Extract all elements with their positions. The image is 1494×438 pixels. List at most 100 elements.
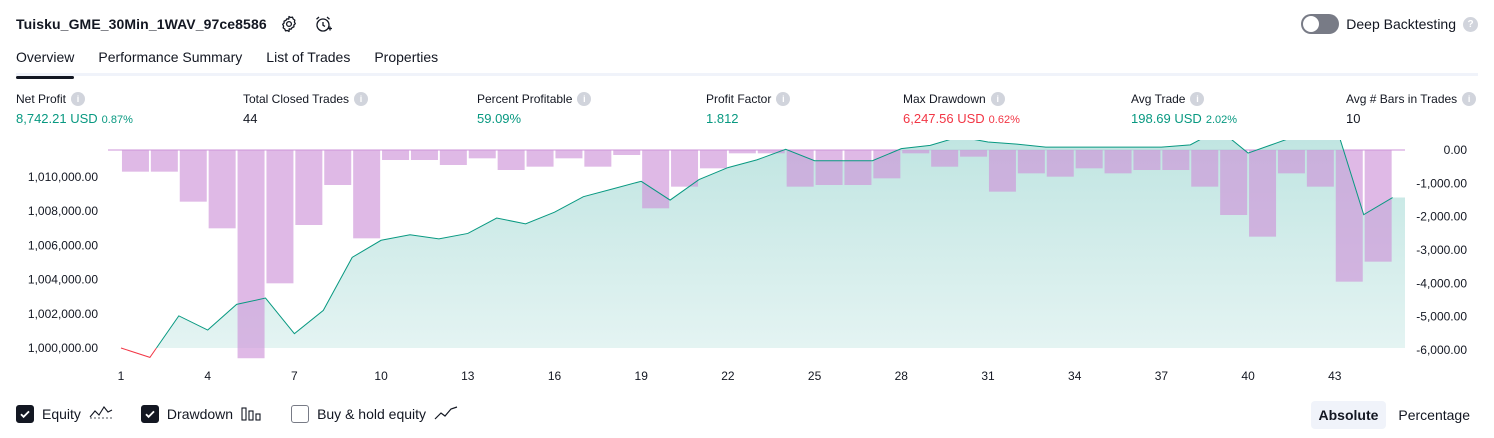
drawdown-bar xyxy=(1249,150,1277,237)
drawdown-bars-icon xyxy=(241,405,263,424)
drawdown-bar xyxy=(931,150,959,167)
tab-performance-summary[interactable]: Performance Summary xyxy=(98,49,243,65)
stat-percent: 0.62% xyxy=(988,114,1020,126)
drawdown-bar xyxy=(728,150,756,154)
tab-overview[interactable]: Overview xyxy=(16,44,75,79)
stat-label: Avg # Bars in Trades xyxy=(1346,92,1458,106)
info-icon[interactable]: i xyxy=(990,92,1005,106)
x-axis-tick: 16 xyxy=(548,369,562,383)
chart-legend: Equity Drawdown Buy & hold equity xyxy=(16,402,458,426)
drawdown-bar xyxy=(410,150,438,160)
drawdown-bar xyxy=(671,150,699,187)
equity-line-icon xyxy=(89,405,113,424)
toggle-knob xyxy=(1303,16,1320,32)
info-icon[interactable]: i xyxy=(1190,92,1205,106)
info-icon[interactable]: i xyxy=(577,92,592,106)
equity-checkbox[interactable] xyxy=(16,405,34,423)
drawdown-bar xyxy=(1335,150,1363,282)
tab-properties[interactable]: Properties xyxy=(374,49,439,65)
drawdown-bar xyxy=(324,150,352,185)
drawdown-bar xyxy=(1133,150,1161,170)
x-axis-tick: 31 xyxy=(981,369,995,383)
add-alert-icon[interactable] xyxy=(311,12,335,36)
drawdown-bar xyxy=(1046,150,1074,177)
stat-value: 198.69 USD xyxy=(1131,111,1202,126)
drawdown-bar xyxy=(613,150,641,155)
stat-max-drawdown: Max Drawdown i 6,247.56 USD 0.62% xyxy=(903,92,1020,126)
drawdown-bar xyxy=(699,150,727,169)
legend-drawdown[interactable]: Drawdown xyxy=(140,405,263,424)
x-axis-tick: 34 xyxy=(1068,369,1082,383)
stat-net-profit: Net Profit i 8,742.21 USD 0.87% xyxy=(16,92,133,126)
stat-value: 8,742.21 USD xyxy=(16,111,98,126)
right-axis-tick: -1,000.00 xyxy=(1416,176,1467,190)
legend-label: Buy & hold equity xyxy=(317,406,427,422)
drawdown-bar xyxy=(353,150,381,239)
drawdown-bar xyxy=(497,150,525,170)
left-axis-tick: 1,006,000.00 xyxy=(28,238,98,252)
legend-label: Equity xyxy=(42,406,81,422)
tab-bar: Overview Performance Summary List of Tra… xyxy=(16,44,1478,79)
stat-value: 6,247.56 USD xyxy=(903,111,985,126)
drawdown-bar xyxy=(555,150,583,159)
stat-label: Avg Trade xyxy=(1131,92,1186,106)
drawdown-bar xyxy=(1191,150,1219,187)
buy-hold-checkbox[interactable] xyxy=(291,405,310,423)
stat-label: Max Drawdown xyxy=(903,92,986,106)
stat-label: Net Profit xyxy=(16,92,67,106)
percentage-button[interactable]: Percentage xyxy=(1398,407,1470,423)
right-axis-tick: -5,000.00 xyxy=(1416,310,1467,324)
equity-area xyxy=(156,140,1405,348)
equity-line xyxy=(156,140,1393,349)
drawdown-bar xyxy=(1017,150,1045,174)
x-axis-tick: 28 xyxy=(895,369,909,383)
drawdown-bar xyxy=(295,150,323,225)
drawdown-bar xyxy=(266,150,294,284)
drawdown-bar xyxy=(439,150,467,165)
stat-avg-bars-in-trades: Avg # Bars in Trades i 10 xyxy=(1346,92,1477,126)
info-icon[interactable]: i xyxy=(71,92,86,106)
stat-percent-profitable: Percent Profitable i 59.09% xyxy=(477,92,592,126)
drawdown-bar xyxy=(642,150,670,209)
x-axis-tick: 37 xyxy=(1155,369,1169,383)
drawdown-bar xyxy=(1075,150,1103,169)
drawdown-bar xyxy=(121,150,149,172)
drawdown-bar xyxy=(1306,150,1334,187)
right-axis-tick: 0.00 xyxy=(1444,143,1468,157)
strategy-title: Tuisku_GME_30Min_1WAV_97ce8586 xyxy=(16,16,267,32)
drawdown-checkbox[interactable] xyxy=(140,405,159,423)
settings-gear-icon[interactable] xyxy=(277,12,301,36)
tab-list-of-trades[interactable]: List of Trades xyxy=(266,49,351,65)
x-axis-tick: 25 xyxy=(808,369,822,383)
drawdown-bar xyxy=(208,150,236,229)
legend-equity[interactable]: Equity xyxy=(16,405,113,424)
stat-label: Total Closed Trades xyxy=(243,92,350,106)
info-icon[interactable]: i xyxy=(354,92,369,106)
display-mode-switch: Absolute Percentage xyxy=(1310,400,1479,430)
stat-value: 44 xyxy=(243,111,258,126)
right-axis-tick: -3,000.00 xyxy=(1416,243,1467,257)
drawdown-bar xyxy=(844,150,872,185)
x-axis-tick: 43 xyxy=(1328,369,1342,383)
x-axis-tick: 10 xyxy=(374,369,388,383)
legend-buy-hold[interactable]: Buy & hold equity xyxy=(291,405,458,424)
info-icon[interactable]: i xyxy=(1462,92,1477,106)
stat-percent: 0.87% xyxy=(101,114,133,126)
stat-label: Profit Factor xyxy=(706,92,772,106)
info-icon[interactable]: i xyxy=(776,92,791,106)
deep-backtesting-toggle[interactable] xyxy=(1301,14,1340,34)
deep-backtesting-label: Deep Backtesting xyxy=(1346,16,1456,32)
right-axis-tick: -2,000.00 xyxy=(1416,210,1467,224)
absolute-button[interactable]: Absolute xyxy=(1310,401,1387,429)
drawdown-bar xyxy=(382,150,410,160)
x-axis-tick: 19 xyxy=(635,369,649,383)
stat-value: 1.812 xyxy=(706,111,739,126)
stat-total-closed-trades: Total Closed Trades i 44 xyxy=(243,92,369,126)
stat-percent: 2.02% xyxy=(1205,114,1238,126)
equity-drawdown-chart[interactable]: 1,000,000.00 1,002,000.00 1,004,000.00 1,00… xyxy=(0,140,1494,396)
drawdown-bar xyxy=(526,150,554,167)
drawdown-bar xyxy=(815,150,843,185)
right-axis-tick: -4,000.00 xyxy=(1416,276,1467,290)
help-icon[interactable]: ? xyxy=(1463,16,1478,32)
drawdown-bar xyxy=(960,150,988,157)
